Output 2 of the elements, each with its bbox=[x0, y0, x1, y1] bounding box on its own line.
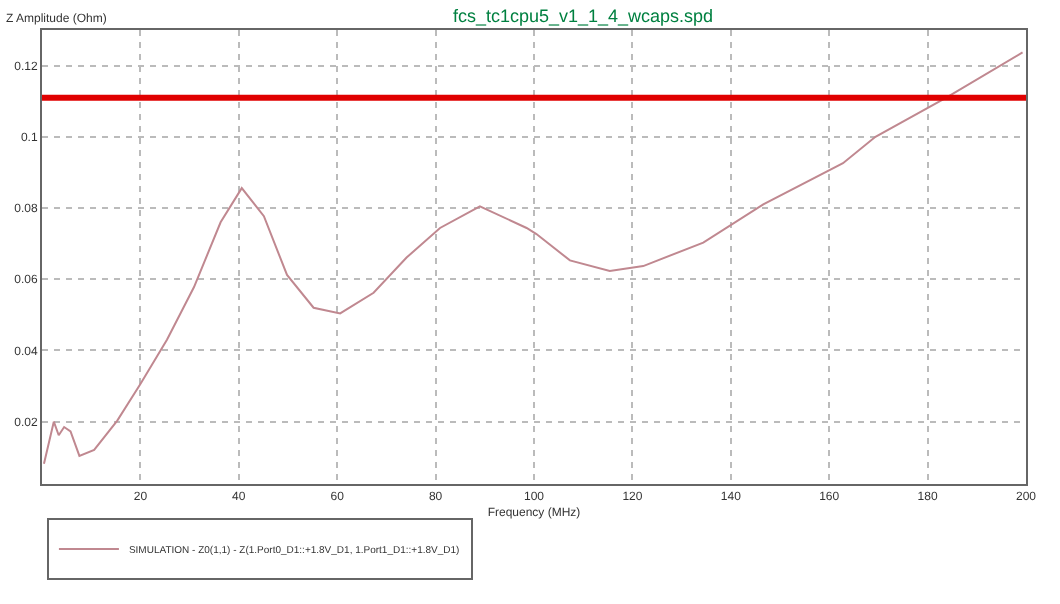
chart-title: fcs_tc1cpu5_v1_1_4_wcaps.spd bbox=[452, 5, 714, 26]
line-series bbox=[42, 51, 1024, 465]
